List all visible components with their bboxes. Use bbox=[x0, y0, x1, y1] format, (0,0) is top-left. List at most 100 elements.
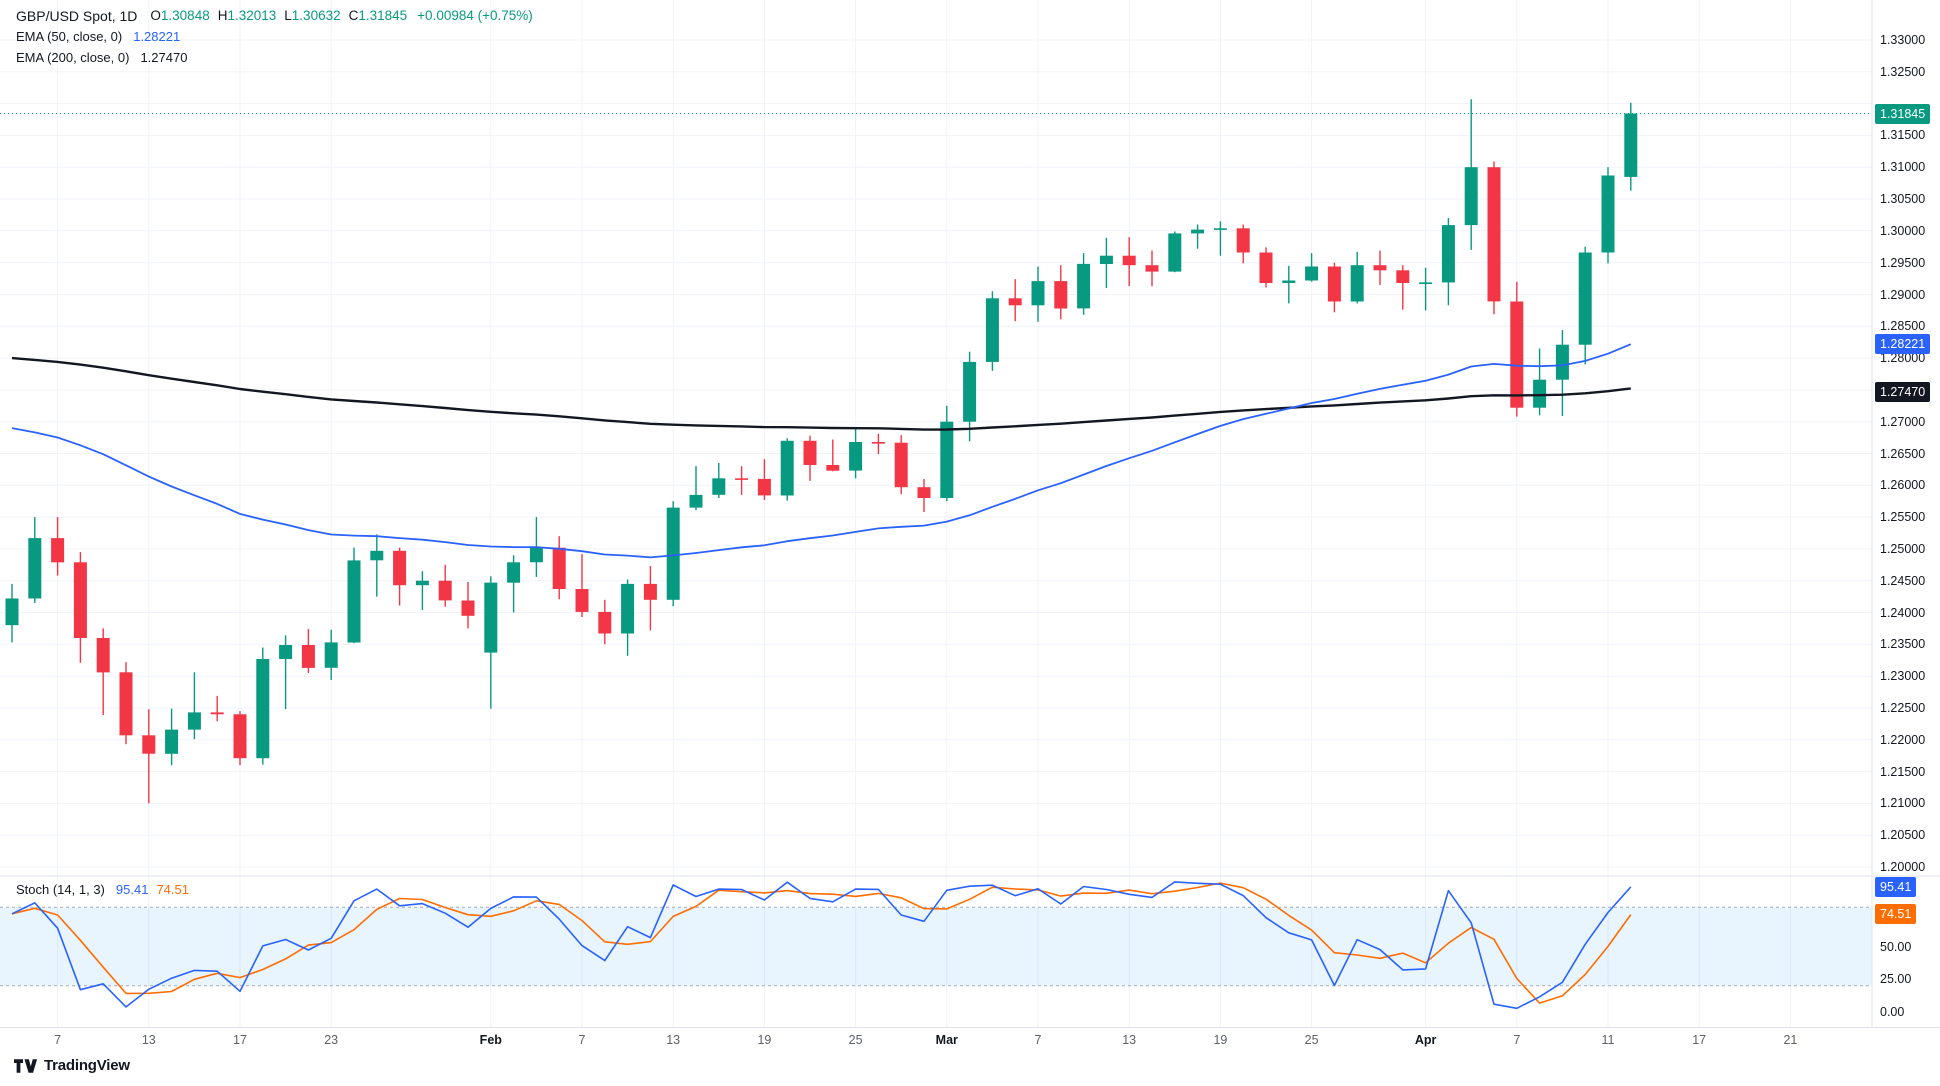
stoch-k-value: 95.41 bbox=[115, 882, 149, 897]
time-axis-label: 25 bbox=[848, 1033, 863, 1047]
time-axis-label: 25 bbox=[1304, 1033, 1319, 1047]
close-label: C bbox=[348, 8, 359, 23]
candle-body bbox=[894, 442, 908, 488]
candle-body bbox=[826, 465, 840, 471]
high-label: H bbox=[217, 8, 228, 23]
candle-body bbox=[757, 478, 771, 496]
ema50-legend-row[interactable]: EMA (50, close, 0) 1.28221 bbox=[16, 26, 533, 47]
candle-body bbox=[119, 672, 133, 736]
candle-body bbox=[917, 487, 931, 498]
tradingview-icon bbox=[14, 1058, 38, 1073]
price-axis-label: 1.28000 bbox=[1880, 351, 1926, 366]
price-axis-label: 1.30500 bbox=[1880, 192, 1926, 206]
price-axis-label: 1.21500 bbox=[1880, 764, 1926, 779]
ohlc-high: H1.32013 bbox=[218, 8, 277, 23]
price-axis-label: 1.25500 bbox=[1880, 510, 1926, 525]
candle-body bbox=[621, 583, 635, 634]
candle-body bbox=[1213, 228, 1227, 230]
stoch-d-value: 74.51 bbox=[156, 882, 189, 897]
ema200-line bbox=[11, 356, 1631, 431]
time-axis-label: 7 bbox=[54, 1033, 62, 1047]
candle-body bbox=[324, 642, 338, 668]
candle-body bbox=[347, 560, 361, 643]
candle-body bbox=[1145, 265, 1159, 272]
stoch-legend-row[interactable]: Stoch (14, 1, 3) 95.41 74.51 bbox=[16, 882, 189, 897]
price-axis-label: 1.24000 bbox=[1880, 605, 1926, 620]
candle-body bbox=[1487, 167, 1501, 302]
candle-body bbox=[51, 538, 65, 563]
candle-body bbox=[142, 735, 156, 754]
close-value: 1.31845 bbox=[358, 8, 408, 23]
candle-body bbox=[438, 580, 452, 601]
stoch-d-badge: 74.51 bbox=[1875, 904, 1917, 925]
candle-body bbox=[1578, 252, 1592, 345]
candle-body bbox=[370, 550, 384, 561]
candle-body bbox=[1305, 266, 1319, 281]
candle-body bbox=[985, 298, 999, 362]
price-axis-label: 1.29500 bbox=[1880, 255, 1926, 270]
time-axis-label: 19 bbox=[1213, 1033, 1228, 1047]
candle-body bbox=[28, 538, 42, 599]
candle-body bbox=[940, 421, 954, 498]
price-axis-label: 1.26500 bbox=[1880, 446, 1926, 461]
time-axis-label: Mar bbox=[935, 1033, 958, 1047]
tradingview-logo[interactable]: TradingView bbox=[14, 1057, 130, 1074]
candle-body bbox=[552, 547, 566, 589]
price-axis-label: 1.27000 bbox=[1880, 414, 1926, 429]
candle-body bbox=[1236, 228, 1250, 253]
price-axis-label: 1.23000 bbox=[1880, 669, 1926, 684]
time-axis-label: 13 bbox=[666, 1033, 681, 1047]
price-axis-label: 1.30000 bbox=[1880, 223, 1926, 238]
price-axis-label: 1.20500 bbox=[1880, 828, 1926, 843]
candle-body bbox=[461, 600, 475, 616]
main-legend: GBP/USD Spot, 1D O1.30848 H1.32013 L1.30… bbox=[16, 5, 533, 68]
stoch-axis-label: 25.00 bbox=[1880, 972, 1912, 987]
symbol-legend-row[interactable]: GBP/USD Spot, 1D O1.30848 H1.32013 L1.30… bbox=[16, 5, 533, 26]
price-axis-label: 1.26000 bbox=[1880, 478, 1926, 493]
candle-body bbox=[1168, 233, 1182, 272]
ohlc-close: C1.31845 bbox=[349, 8, 408, 23]
time-axis-label: 13 bbox=[141, 1033, 156, 1047]
price-axis-label: 1.23500 bbox=[1880, 637, 1926, 652]
candle-body bbox=[5, 598, 19, 626]
price-axis-label: 1.24500 bbox=[1880, 573, 1926, 588]
ema200-label: EMA (200, close, 0) bbox=[16, 50, 130, 65]
price-axis-label: 1.25000 bbox=[1880, 541, 1926, 556]
candle-body bbox=[1624, 113, 1638, 177]
time-axis[interactable]: 7 13 17 23 Feb 7 13 19 25 Mar 7 13 19 25 Apr 7 11 17 21 bbox=[0, 1027, 1940, 1054]
low-value: 1.30632 bbox=[291, 8, 341, 23]
candle-body bbox=[598, 611, 612, 634]
candle-body bbox=[1282, 280, 1296, 283]
candle-body bbox=[666, 507, 680, 600]
candle-body bbox=[1259, 252, 1273, 283]
candle-body bbox=[1533, 379, 1547, 408]
price-axis-label: 1.31500 bbox=[1880, 128, 1926, 143]
candle-body bbox=[301, 645, 315, 668]
ema50-label: EMA (50, close, 0) bbox=[16, 29, 123, 44]
candle-body bbox=[96, 638, 110, 673]
ema200-price-badge: 1.27470 bbox=[1875, 381, 1931, 402]
time-axis-label: 17 bbox=[1692, 1033, 1707, 1047]
candle-body bbox=[1008, 298, 1022, 306]
candle-body bbox=[1031, 281, 1045, 306]
candle-body bbox=[963, 361, 977, 422]
stoch-k-line bbox=[11, 881, 1632, 1010]
candle-body bbox=[712, 478, 726, 495]
ohlc-low: L1.30632 bbox=[284, 8, 340, 23]
stoch-band bbox=[0, 907, 1872, 986]
symbol-title[interactable]: GBP/USD Spot, 1D bbox=[16, 7, 138, 24]
time-axis-label: 21 bbox=[1783, 1033, 1798, 1047]
candle-body bbox=[73, 562, 87, 638]
time-axis-label: 19 bbox=[757, 1033, 772, 1047]
candle-body bbox=[643, 583, 657, 600]
ema200-legend-row[interactable]: EMA (200, close, 0) 1.27470 bbox=[16, 47, 533, 68]
candle-body bbox=[415, 580, 429, 586]
candle-body bbox=[529, 547, 543, 563]
open-value: 1.30848 bbox=[160, 8, 210, 23]
price-axis[interactable]: 1.33000 1.32500 1.31500 1.31000 1.30500 1.300… bbox=[1874, 0, 1940, 1060]
candle-body bbox=[735, 478, 749, 480]
candle-body bbox=[1373, 265, 1387, 271]
time-axis-label: 13 bbox=[1122, 1033, 1137, 1047]
time-axis-label: 11 bbox=[1601, 1033, 1615, 1047]
